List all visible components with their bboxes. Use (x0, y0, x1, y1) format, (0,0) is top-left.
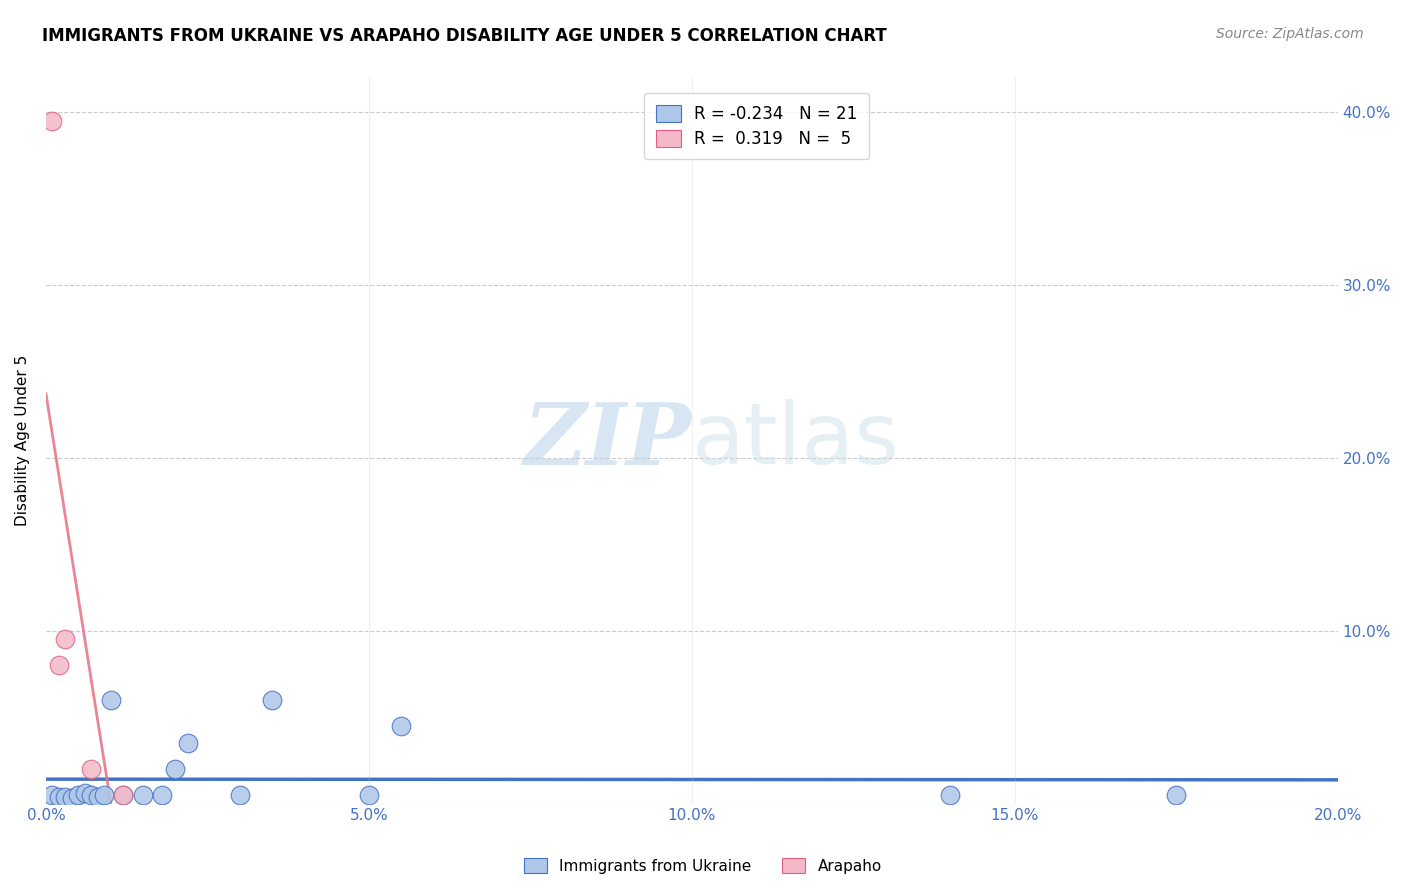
Point (86, 789, 108, 804)
Point (93, 788, 115, 802)
Text: IMMIGRANTS FROM UKRAINE VS ARAPAHO DISABILITY AGE UNDER 5 CORRELATION CHART: IMMIGRANTS FROM UKRAINE VS ARAPAHO DISAB… (42, 27, 887, 45)
Point (41, 788, 63, 802)
Point (112, 788, 135, 802)
Text: atlas: atlas (692, 399, 900, 482)
Text: ZIP: ZIP (524, 399, 692, 483)
Point (53, 632, 76, 647)
Y-axis label: Disability Age Under 5: Disability Age Under 5 (15, 355, 30, 526)
Point (73, 786, 96, 800)
Text: Source: ZipAtlas.com: Source: ZipAtlas.com (1216, 27, 1364, 41)
Point (48, 658, 70, 673)
Point (80, 762, 103, 776)
Point (80, 788, 103, 802)
Legend: Immigrants from Ukraine, Arapaho: Immigrants from Ukraine, Arapaho (519, 852, 887, 880)
Point (60, 791, 83, 805)
Point (1166, 788, 1188, 802)
Point (67, 788, 90, 802)
Legend: R = -0.234   N = 21, R =  0.319   N =  5: R = -0.234 N = 21, R = 0.319 N = 5 (644, 93, 869, 160)
Point (165, 762, 187, 776)
Point (357, 788, 380, 802)
Point (228, 788, 250, 802)
Point (100, 693, 122, 707)
Point (53, 789, 76, 804)
Point (48, 789, 70, 804)
Point (132, 788, 155, 802)
Point (389, 719, 412, 733)
Point (41, 113, 63, 128)
Point (112, 788, 135, 802)
Point (939, 788, 962, 802)
Point (177, 736, 200, 750)
Point (260, 693, 283, 707)
Point (150, 788, 173, 802)
